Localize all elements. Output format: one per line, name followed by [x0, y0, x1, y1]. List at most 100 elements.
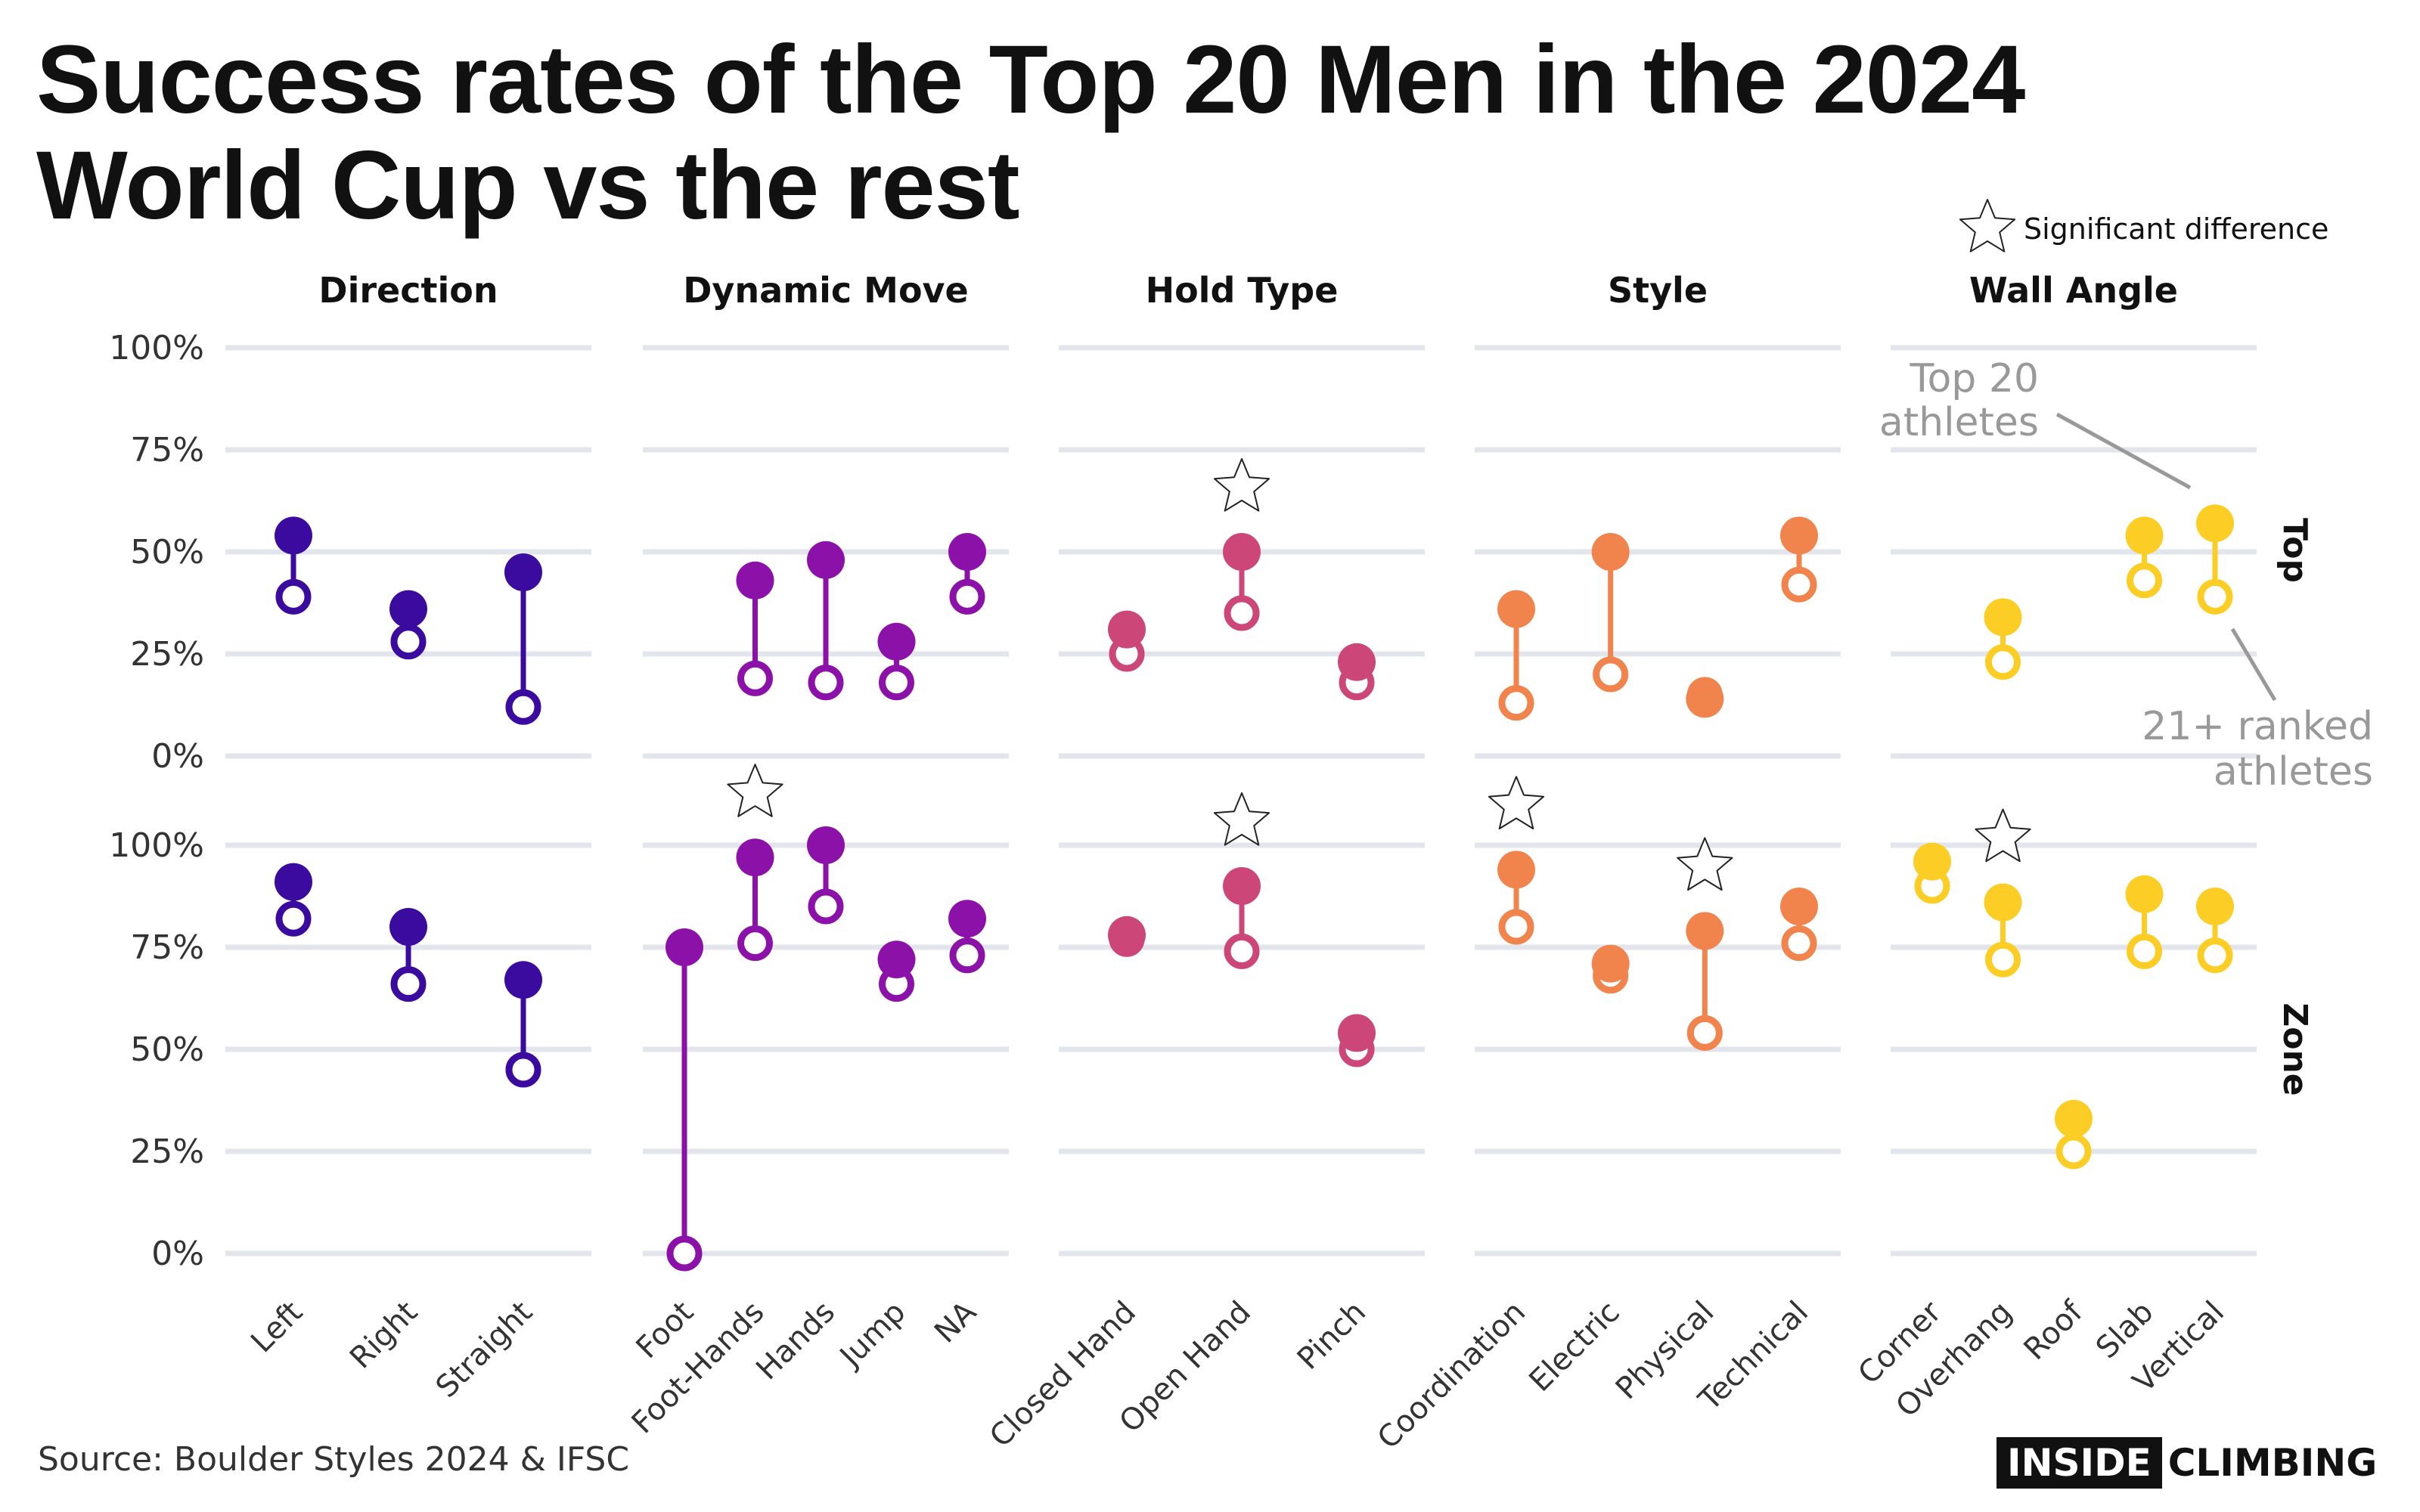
point-rest-top-left	[275, 578, 312, 615]
x-label-straight: Straight	[430, 1295, 539, 1405]
point-top20-zone-electric	[1591, 944, 1630, 983]
annotation-rest-line: 21+ ranked	[2142, 704, 2373, 749]
point-rest-top-jump	[879, 665, 914, 701]
point-rest-top-coordination	[1498, 685, 1534, 721]
point-top20-zone-foot	[666, 928, 703, 966]
point-top20-top-closed-hand	[1108, 610, 1146, 649]
chart-title: Success rates of the Top 20 Men in the 2…	[36, 26, 2025, 240]
x-label-foot-hands: Foot-Hands	[625, 1295, 771, 1441]
inside-climbing-logo: INSIDE CLIMBING	[1996, 1437, 2378, 1489]
point-top20-zone-roof	[2055, 1099, 2093, 1138]
point-top20-zone-pinch	[1338, 1014, 1376, 1052]
point-rest-top-technical	[1781, 566, 1817, 603]
point-top20-top-straight	[504, 553, 542, 591]
row-label-top: Top	[2276, 518, 2314, 583]
x-label-jump: Jump	[832, 1295, 912, 1375]
point-top20-zone-vertical	[2196, 888, 2234, 925]
legend-label: Significant difference	[2024, 212, 2328, 246]
point-top20-zone-jump	[877, 940, 916, 979]
panel-title-hold-type: Hold Type	[1146, 270, 1339, 311]
point-top20-zone-corner	[1913, 842, 1951, 881]
point-top20-zone-slab	[2125, 875, 2164, 913]
point-top20-zone-left	[275, 863, 312, 901]
panel-style: StyleCoordinationElectricPhysicalTechnic…	[1371, 270, 1841, 1456]
point-top20-top-electric	[1591, 533, 1630, 571]
point-top20-zone-closed-hand	[1108, 916, 1146, 954]
point-top20-top-physical	[1686, 680, 1724, 718]
panel-title-dynamic-move: Dynamic Move	[683, 270, 969, 311]
point-rest-zone-vertical	[2197, 937, 2233, 974]
point-top20-top-hands	[807, 541, 845, 579]
source-note: Source: Boulder Styles 2024 & IFSC	[38, 1440, 630, 1479]
point-rest-top-vertical	[2197, 578, 2233, 615]
point-top20-top-coordination	[1497, 590, 1535, 628]
point-rest-zone-roof	[2055, 1133, 2092, 1170]
significance-star-icon	[1213, 792, 1270, 846]
point-rest-zone-open-hand	[1224, 933, 1260, 969]
annotation-leader-rest	[2230, 627, 2277, 702]
point-rest-top-slab	[2127, 562, 2162, 599]
y-tick-top-100: 100%	[109, 329, 204, 367]
panel-title-style: Style	[1608, 270, 1708, 311]
point-top20-top-vertical	[2196, 504, 2234, 543]
point-top20-top-right	[389, 590, 427, 628]
point-top20-zone-na	[948, 900, 986, 938]
x-label-closed-hand: Closed Hand	[983, 1295, 1143, 1455]
point-top20-zone-foot-hands	[736, 838, 774, 877]
y-tick-zone-50: 50%	[130, 1030, 204, 1069]
significance-star-icon	[1213, 458, 1270, 512]
x-label-left: Left	[244, 1295, 309, 1360]
y-tick-zone-25: 25%	[130, 1132, 204, 1171]
annotation-top20: Top 20 athletes	[1879, 356, 2039, 445]
point-rest-zone-foot	[666, 1235, 703, 1272]
point-rest-zone-technical	[1781, 925, 1817, 962]
x-label-coordination: Coordination	[1371, 1295, 1532, 1456]
x-label-pinch: Pinch	[1291, 1295, 1373, 1377]
logo-climbing: CLIMBING	[2167, 1441, 2378, 1485]
y-tick-top-0: 0%	[151, 737, 204, 776]
point-top20-zone-overhang	[1984, 883, 2022, 922]
point-top20-zone-coordination	[1497, 850, 1535, 889]
y-tick-top-75: 75%	[130, 431, 204, 469]
point-top20-top-open-hand	[1223, 533, 1261, 571]
point-rest-zone-right	[390, 966, 427, 1002]
x-label-roof: Roof	[2018, 1294, 2090, 1367]
significance-star-icon	[727, 764, 783, 817]
point-top20-zone-open-hand	[1223, 867, 1261, 905]
annotation-top20-line: Top 20	[1910, 356, 2039, 401]
point-rest-zone-slab	[2127, 933, 2162, 969]
point-top20-top-technical	[1780, 516, 1818, 555]
point-top20-zone-right	[389, 908, 427, 946]
annotation-rest: 21+ ranked athletes	[2142, 704, 2373, 795]
point-rest-zone-overhang	[1985, 941, 2021, 978]
point-top20-top-slab	[2125, 516, 2164, 555]
logo-inside: INSIDE	[1996, 1437, 2162, 1489]
point-top20-zone-straight	[504, 961, 542, 999]
y-tick-zone-75: 75%	[130, 928, 204, 967]
point-top20-zone-physical	[1686, 912, 1724, 950]
point-rest-top-overhang	[1985, 644, 2021, 680]
point-rest-zone-na	[949, 937, 985, 974]
point-rest-top-na	[949, 578, 985, 615]
point-rest-top-foot-hands	[737, 660, 773, 696]
significance-star-icon	[1677, 837, 1733, 891]
point-rest-zone-physical	[1686, 1015, 1723, 1051]
legend-significant: Significant difference	[1959, 199, 2328, 253]
panel-title-wall-angle: Wall Angle	[1969, 270, 2178, 311]
point-top20-top-overhang	[1984, 598, 2022, 637]
point-rest-zone-foot-hands	[737, 925, 773, 962]
y-tick-zone-100: 100%	[109, 826, 204, 865]
significance-star-icon	[1975, 808, 2031, 863]
significance-star-icon	[1488, 776, 1545, 830]
row-label-zone: Zone	[2276, 1002, 2314, 1095]
point-top20-top-left	[275, 516, 312, 555]
point-top20-top-foot-hands	[736, 561, 774, 600]
y-tick-zone-0: 0%	[151, 1235, 204, 1273]
point-rest-zone-straight	[505, 1052, 541, 1088]
annotation-top20-line: athletes	[1879, 400, 2039, 445]
annotation-rest-line: athletes	[2214, 749, 2373, 795]
